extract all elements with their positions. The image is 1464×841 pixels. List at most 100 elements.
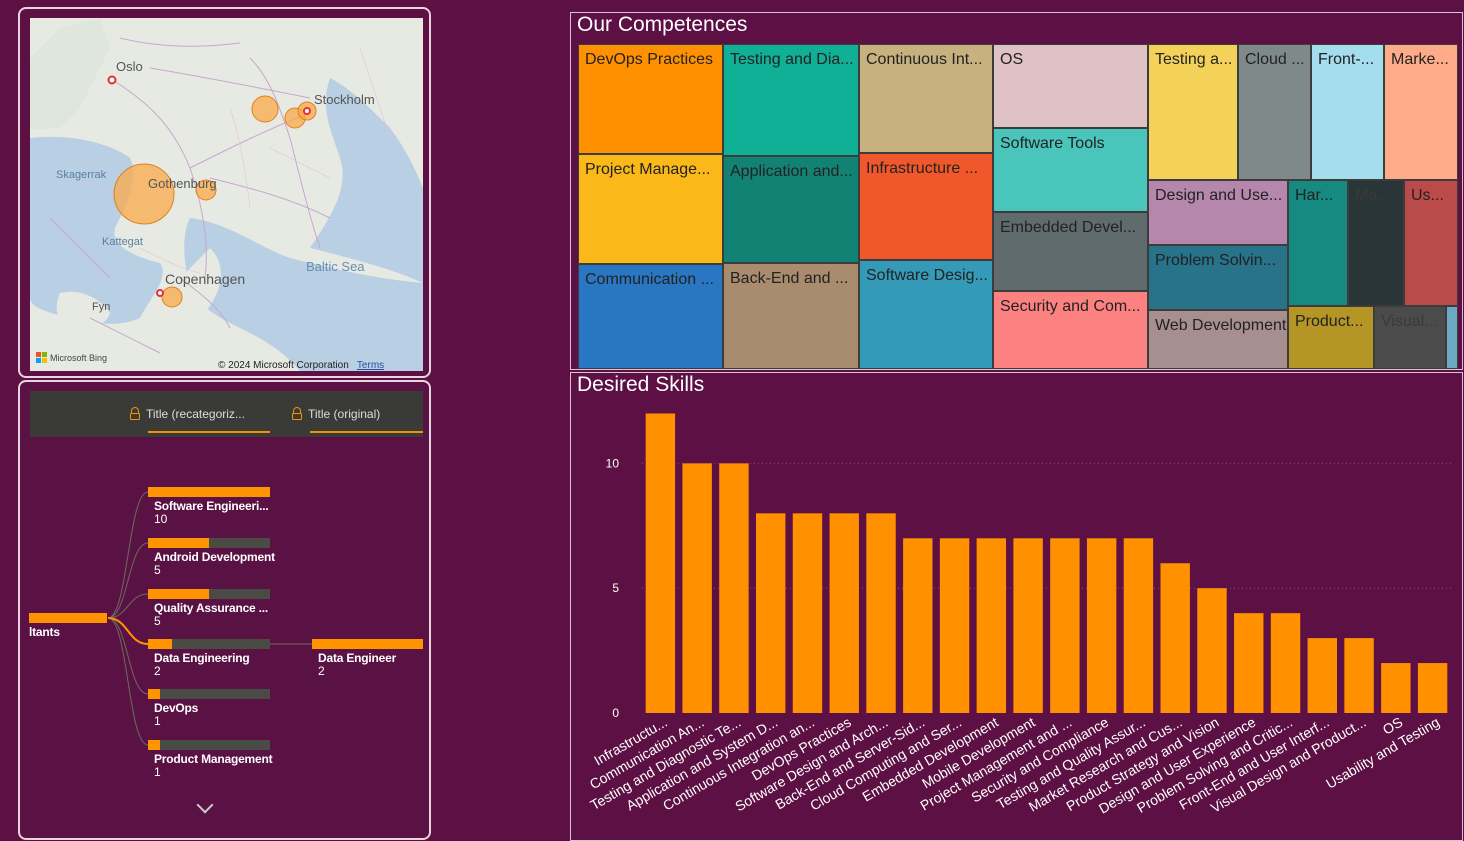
node-value: 2: [318, 664, 325, 678]
treemap-tile[interactable]: Front-...: [1311, 44, 1384, 180]
node-bar-fill: [148, 740, 161, 750]
treemap-tile[interactable]: Web Development: [1148, 310, 1288, 369]
treemap-tile[interactable]: [1446, 306, 1458, 369]
treemap-tile[interactable]: Us...: [1404, 180, 1458, 306]
tile-label: Software Desig...: [866, 267, 988, 284]
bar[interactable]: [939, 538, 970, 713]
node-bar-fill: [148, 639, 173, 649]
bar[interactable]: [1123, 538, 1154, 713]
bar[interactable]: [1050, 538, 1080, 713]
competences-treemap-visual[interactable]: Our Competences DevOps Practices Project …: [570, 12, 1463, 370]
bar[interactable]: [829, 513, 859, 713]
map-label-baltic-sea: Baltic Sea: [306, 259, 365, 274]
node-value: 2: [154, 664, 161, 678]
treemap-tile[interactable]: Har...: [1288, 180, 1348, 306]
node-value: 5: [154, 563, 161, 577]
treemap-tile[interactable]: Software Desig...: [859, 260, 993, 369]
node-value: 1: [154, 765, 161, 779]
treemap-tile[interactable]: Cloud ...: [1238, 44, 1311, 180]
y-tick-label: 10: [606, 456, 620, 470]
treemap-tile[interactable]: Marke...: [1384, 44, 1458, 180]
tile-label: Testing and Dia...: [730, 51, 854, 68]
tile-label: Marke...: [1391, 51, 1449, 68]
treemap-tile[interactable]: Infrastructure ...: [859, 153, 993, 260]
bar[interactable]: [1234, 613, 1264, 713]
city-marker-icon: [303, 107, 311, 115]
map-label-fyn: Fyn: [92, 301, 111, 313]
node-bar-fill: [148, 487, 270, 497]
treemap-tile[interactable]: Communication ...: [578, 264, 723, 369]
treemap-tile[interactable]: Mo...: [1348, 180, 1404, 306]
tile-label: Us...: [1411, 187, 1444, 204]
treemap-tile[interactable]: Testing and Dia...: [723, 44, 859, 156]
map-label-copenhagen: Copenhagen: [165, 271, 246, 287]
treemap-tile[interactable]: Software Tools: [993, 128, 1148, 212]
treemap-tile[interactable]: Application and...: [723, 156, 859, 263]
treemap-tile[interactable]: Problem Solvin...: [1148, 245, 1288, 310]
treemap-tile[interactable]: Product...: [1288, 306, 1374, 369]
node-label: Quality Assurance ...: [154, 601, 269, 615]
bar[interactable]: [1417, 663, 1448, 713]
bar[interactable]: [1270, 613, 1301, 713]
map-bubble[interactable]: [251, 95, 279, 123]
bar[interactable]: [976, 538, 1007, 713]
bar[interactable]: [792, 513, 823, 713]
terms-link[interactable]: Terms: [356, 360, 385, 371]
treemap-tile[interactable]: Testing a...: [1148, 44, 1238, 180]
bar[interactable]: [682, 463, 712, 713]
treemap-tile[interactable]: Project Manage...: [578, 154, 723, 264]
copyright-text: © 2024 Microsoft Corporation: [218, 360, 349, 371]
bar[interactable]: [1381, 663, 1411, 713]
tile-label: Communication ...: [585, 271, 714, 288]
bar[interactable]: [1013, 538, 1043, 713]
node-label: Data Engineering: [154, 651, 250, 665]
map-copyright: © 2024 Microsoft Corporation Terms: [218, 360, 384, 371]
node-bar-bg: [148, 639, 270, 649]
treemap-tile[interactable]: Design and Use...: [1148, 180, 1288, 245]
treemap-tile[interactable]: Visual...: [1374, 306, 1446, 369]
field-underline: [148, 431, 270, 433]
bar[interactable]: [1086, 538, 1117, 713]
treemap-tile[interactable]: Continuous Int...: [859, 44, 993, 153]
map-label-gothenburg: Gothenburg: [148, 176, 217, 191]
node-value: 1: [154, 714, 161, 728]
treemap-tile[interactable]: Back-End and ...: [723, 263, 859, 369]
node-value: 10: [154, 512, 168, 526]
bar[interactable]: [1307, 638, 1338, 713]
treemap-tile[interactable]: OS: [993, 44, 1148, 128]
bar[interactable]: [866, 513, 896, 713]
node-label: Software Engineeri...: [154, 499, 269, 513]
bar[interactable]: [755, 513, 786, 713]
tile-label: Front-...: [1318, 51, 1375, 68]
treemap-tile[interactable]: Security and Com...: [993, 291, 1148, 369]
treemap-tile[interactable]: DevOps Practices: [578, 44, 723, 154]
map-label-oslo: Oslo: [116, 59, 143, 74]
tile-label: Software Tools: [1000, 135, 1105, 152]
bar[interactable]: [903, 538, 933, 713]
bar[interactable]: [645, 413, 676, 713]
desired-skills-chart-visual[interactable]: Desired Skills 0 5 10 Infrastructu... Commun…: [570, 372, 1463, 841]
map-label-skagerrak: Skagerrak: [56, 169, 107, 181]
node-value: 5: [154, 614, 161, 628]
tree-field-recategorized[interactable]: Title (recategoriz...: [130, 407, 275, 433]
map-visual[interactable]: Oslo Stockholm Skagerrak Gothenburg Katt…: [18, 7, 431, 378]
node-label: Data Engineer: [318, 651, 397, 665]
map-bubble[interactable]: [195, 179, 217, 201]
decomposition-tree-visual[interactable]: Title (recategoriz... Title (original) l…: [18, 380, 431, 840]
tree-field-original[interactable]: Title (original): [292, 407, 423, 433]
map-bubble[interactable]: [113, 163, 175, 225]
field-underline: [310, 431, 423, 433]
bar[interactable]: [719, 463, 749, 713]
root-label: ltants: [29, 625, 60, 639]
bar[interactable]: [1344, 638, 1374, 713]
tile-label: Cloud ...: [1245, 51, 1305, 68]
bar[interactable]: [1197, 588, 1227, 713]
bar[interactable]: [1160, 563, 1190, 713]
map-canvas[interactable]: Oslo Stockholm Skagerrak Gothenburg Katt…: [30, 18, 423, 371]
field-label: Title (recategoriz...: [146, 407, 245, 421]
lock-icon: [292, 407, 302, 420]
tile-label: Mo...: [1355, 187, 1391, 204]
map-bubble[interactable]: [161, 286, 183, 308]
tile-label: OS: [1000, 51, 1024, 68]
treemap-tile[interactable]: Embedded Devel...: [993, 212, 1148, 291]
